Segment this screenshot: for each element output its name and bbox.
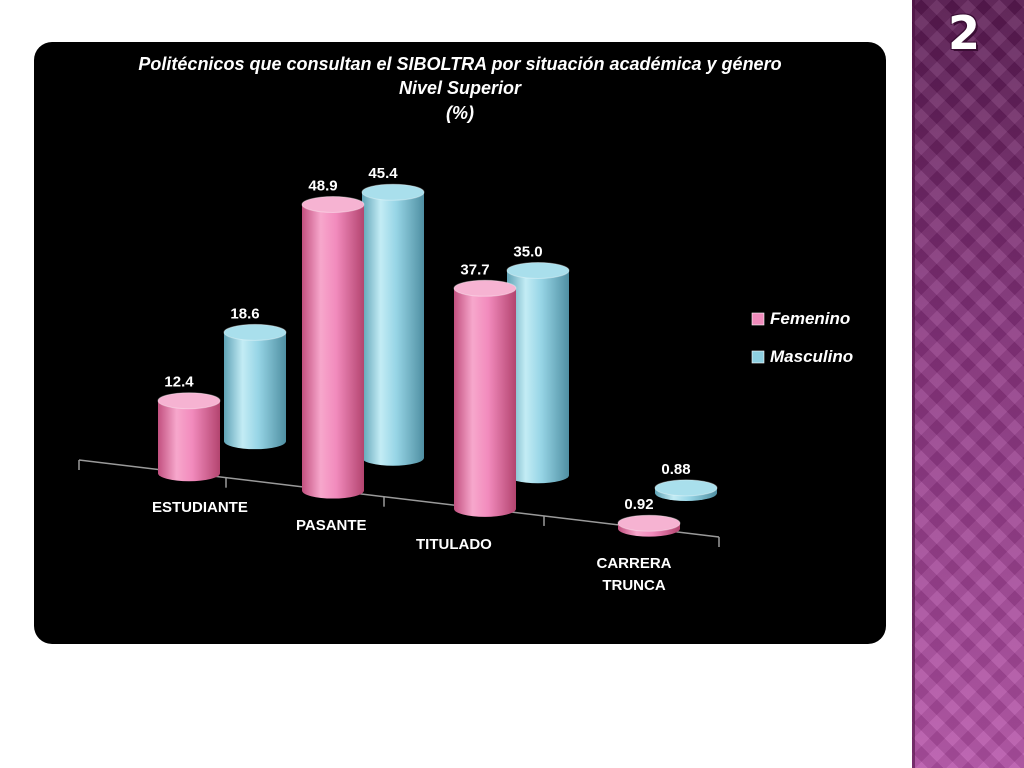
masculino-data-label-1: 45.4 [368, 165, 398, 182]
masculino-data-label-0: 18.6 [230, 305, 259, 322]
masculino-bar-1 [362, 192, 424, 466]
masculino-bar-0 [224, 332, 286, 450]
masculino-bar-2 [507, 270, 569, 484]
masculino-bar-3-top [654, 479, 718, 497]
masculino-bar-2-top [506, 261, 570, 279]
masculino-data-label-3: 0.88 [661, 461, 690, 478]
femenino-bar-1-top [301, 195, 365, 213]
legend-swatch-masculino [751, 350, 765, 364]
side-decoration-band [912, 0, 1024, 768]
femenino-bar-1 [302, 204, 364, 499]
category-label-1: PASANTE [296, 517, 367, 534]
chart-title: Politécnicos que consultan el SIBOLTRA p… [138, 54, 782, 74]
category-label-2: TITULADO [416, 536, 492, 553]
femenino-data-label-1: 48.9 [308, 177, 337, 194]
slide-number: 2 [947, 6, 980, 60]
masculino-bar-1-top [361, 183, 425, 201]
chart-panel: Politécnicos que consultan el SIBOLTRA p… [34, 42, 886, 644]
femenino-data-label-2: 37.7 [460, 261, 489, 278]
masculino-bar-0-top [223, 323, 287, 341]
femenino-bar-2 [454, 288, 516, 517]
femenino-bar-2-top [453, 279, 517, 297]
chart-subtitle: Nivel Superior [398, 78, 522, 98]
femenino-data-label-3: 0.92 [624, 496, 653, 513]
femenino-bar-3-top [617, 514, 681, 532]
legend-label-femenino: Femenino [770, 309, 850, 328]
chart-canvas: 18.6 45.4 35.0 0.88 12.4 48.9 37.7 0.92 ESTUDIAN… [78, 165, 853, 594]
femenino-data-label-0: 12.4 [164, 374, 194, 391]
masculino-data-label-2: 35.0 [513, 243, 542, 260]
category-label-3-line-1: TRUNCA [602, 577, 665, 594]
category-label-3-line-0: CARRERA [597, 555, 672, 572]
femenino-bar-0 [158, 400, 220, 482]
femenino-bar-0-top [157, 392, 221, 410]
legend-label-masculino: Masculino [770, 347, 853, 366]
chart-unit: (%) [446, 103, 474, 123]
category-label-0: ESTUDIANTE [152, 499, 248, 516]
legend-swatch-femenino [751, 312, 765, 326]
